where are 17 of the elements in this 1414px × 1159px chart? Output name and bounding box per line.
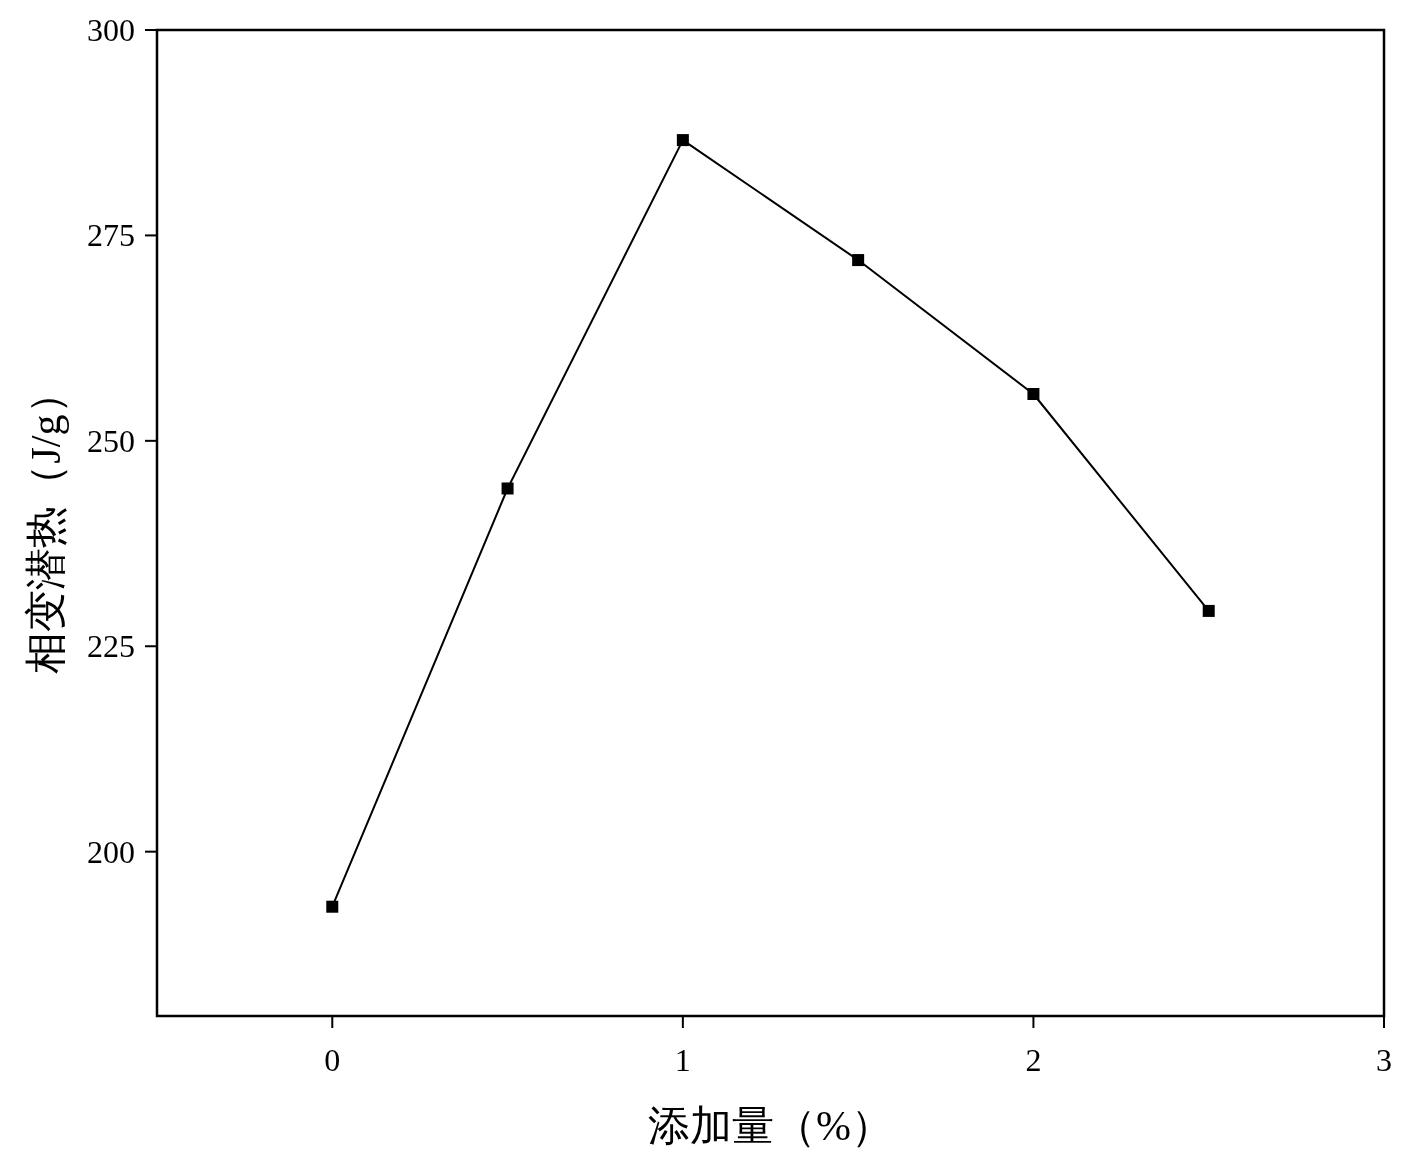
x-axis-title: 添加量（%）: [648, 1103, 893, 1149]
y-tick-label: 250: [87, 422, 135, 459]
y-tick-label: 225: [87, 628, 135, 665]
point: [1027, 388, 1040, 400]
y-tick-label: 300: [87, 12, 135, 48]
x-tick-label: 3: [1376, 1042, 1392, 1078]
x-tick-label: 0: [324, 1042, 341, 1078]
x-tick-label: 2: [1025, 1042, 1042, 1078]
point: [501, 482, 514, 495]
point: [676, 134, 689, 147]
point: [326, 900, 339, 913]
y-tick-label: 275: [87, 217, 135, 254]
x-tick-label: 1: [674, 1042, 691, 1078]
y-tick-label: 200: [87, 833, 135, 870]
point: [852, 254, 865, 267]
point: [1202, 604, 1215, 617]
y-axis-title: 相变潜热（J/g）: [23, 372, 69, 674]
